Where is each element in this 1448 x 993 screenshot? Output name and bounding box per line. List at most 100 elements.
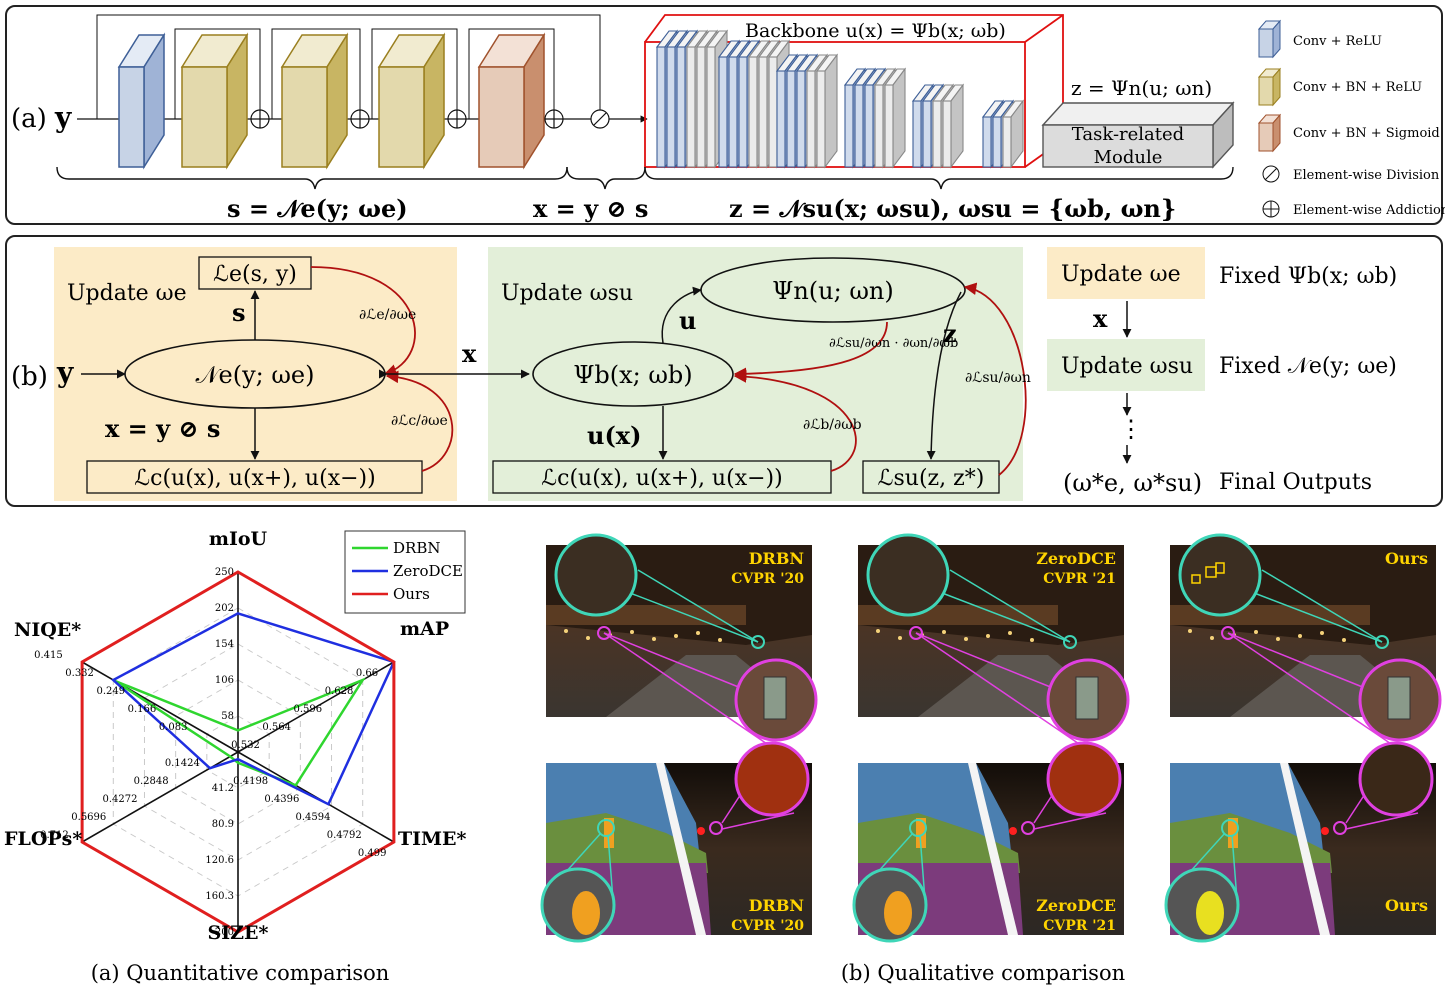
- method-label: Ours: [1385, 549, 1428, 568]
- node-psib: [532, 341, 734, 407]
- qual-caption: (b) Qualitative comparison: [841, 961, 1125, 985]
- backbone-label: Backbone u(x) = Ψb(x; ωb): [745, 20, 1006, 42]
- radar-axis: [81, 661, 239, 753]
- radar-tick-label: 250: [215, 567, 234, 578]
- grad-su: ∂ℒsu/∂ωn: [965, 370, 1031, 386]
- step2-update: Update ωsu: [1061, 354, 1193, 379]
- conv-relu-block: [117, 32, 166, 170]
- grad-e: ∂ℒe/∂ωe: [359, 307, 416, 323]
- legend-drbn: DRBN: [393, 539, 440, 557]
- division-icon: [590, 109, 610, 129]
- radar-tick-label: 0.4792: [327, 830, 362, 841]
- svg-text:Element-wise Addiction: Element-wise Addiction: [1293, 203, 1445, 218]
- conv-bn-sigmoid-block: [477, 32, 546, 170]
- svg-text:Conv + BN + ReLU: Conv + BN + ReLU: [1293, 80, 1422, 95]
- svg-text:Ψn(u; ωn): Ψn(u; ωn): [772, 277, 893, 305]
- method-label: DRBN: [749, 896, 804, 915]
- task-module-line2: Module: [1094, 147, 1163, 168]
- radar-tick-label: 0.4272: [102, 794, 137, 805]
- venue-label: CVPR '21: [1043, 571, 1116, 587]
- radar-axis: [237, 661, 395, 753]
- svg-text:𝒩e(y; ωe): 𝒩e(y; ωe): [196, 361, 315, 389]
- radar-tick-label: 0.415: [34, 650, 63, 661]
- venue-label: CVPR '20: [731, 918, 804, 934]
- radar-tick-label: 200: [215, 927, 234, 938]
- step-dots: ⋮: [1119, 415, 1143, 443]
- radar-tick-label: 41.2: [212, 783, 234, 794]
- radar-axis-label: mIoU: [209, 528, 268, 550]
- step-x: x: [1093, 304, 1108, 333]
- radar-tick-label: 202: [215, 603, 234, 614]
- loss-su-box: [862, 460, 1000, 494]
- step2-bg: [1047, 339, 1205, 391]
- radar-tick-label: 106: [215, 675, 234, 686]
- update-wsu-label: Update ωsu: [501, 281, 633, 306]
- radar-tick-label: 0.712: [40, 830, 69, 841]
- step2-fixed: Fixed 𝒩e(y; ωe): [1219, 354, 1397, 379]
- head-label: z = Ψn(u; ωn): [1071, 76, 1212, 100]
- z-label: z: [943, 319, 957, 348]
- radar-tick-label: 0.499: [358, 848, 387, 859]
- input-y-b: y: [56, 356, 74, 389]
- radar-tick-label: 0.332: [65, 668, 94, 679]
- legend-conv-bn-relu: Conv + BN + ReLU: [1257, 67, 1422, 107]
- grad-c: ∂ℒc/∂ωe: [391, 413, 448, 429]
- radar-axis-label: FLOPs*: [4, 828, 82, 850]
- ux-label: u(x): [587, 421, 641, 450]
- brace-x: [566, 166, 646, 190]
- radar-tick-label: 0.166: [128, 704, 157, 715]
- backbone-layers: [655, 29, 1025, 169]
- radar-axis-label: SIZE*: [208, 922, 269, 944]
- qual-top-zerodce: ZeroDCE CVPR '21: [858, 533, 1130, 751]
- plus-icon: [250, 109, 564, 129]
- method-label: Ours: [1385, 896, 1428, 915]
- svg-text:ℒe(s, y): ℒe(s, y): [213, 262, 297, 287]
- step1-bg: [1047, 247, 1205, 299]
- radar-tick-label: 0.249: [96, 686, 125, 697]
- legend-zerodce: ZeroDCE: [393, 562, 463, 580]
- conv-bn-relu-block-3: [377, 32, 446, 170]
- conv-bn-relu-block-1: [180, 32, 249, 170]
- brace-z: [644, 166, 1234, 190]
- final-label: Final Outputs: [1219, 470, 1372, 495]
- legend-conv-bn-sigmoid: Conv + BN + Sigmoid: [1257, 113, 1440, 153]
- radar-tick-label: 0.1424: [165, 758, 200, 769]
- panel-a-label: (a): [11, 104, 47, 134]
- radar-tick-label: 120.6: [205, 855, 234, 866]
- radar-axis-label: TIME*: [398, 828, 467, 850]
- grad-b: ∂ℒb/∂ωb: [803, 417, 862, 433]
- radar-caption: (a) Quantitative comparison: [91, 961, 390, 985]
- u-label: u: [679, 306, 696, 335]
- loss-c-left-box: [86, 460, 423, 494]
- radar-tick-label: 0.596: [294, 704, 323, 715]
- legend-ours: Ours: [393, 585, 430, 603]
- x-label-b: x: [462, 339, 477, 368]
- step1-fixed: Fixed Ψb(x; ωb): [1219, 264, 1397, 289]
- radar-axis-label: mAP: [400, 618, 449, 640]
- venue-label: CVPR '21: [1043, 918, 1116, 934]
- architecture-diagram: (a) y: [11, 14, 1445, 223]
- radar-tick-label: 0.532: [231, 740, 260, 751]
- radar-legend: DRBN ZeroDCE Ours: [344, 530, 466, 614]
- task-module-line1: Task-related: [1072, 124, 1184, 145]
- qual-top-drbn: DRBN CVPR '20: [546, 533, 818, 751]
- qual-bottom-drbn: DRBN CVPR '20: [540, 741, 812, 943]
- method-label: ZeroDCE: [1036, 896, 1116, 915]
- final-output: (ω*e, ω*su): [1063, 469, 1202, 497]
- brace-s: [56, 166, 568, 190]
- radar-tick-label: 0.66: [356, 668, 378, 679]
- qual-bottom-zerodce: ZeroDCE CVPR '21: [852, 741, 1124, 943]
- method-label: ZeroDCE: [1036, 549, 1116, 568]
- svg-text:Conv + ReLU: Conv + ReLU: [1293, 34, 1382, 49]
- svg-text:Element-wise Division: Element-wise Division: [1293, 168, 1440, 183]
- panel-b-label: (b): [11, 362, 48, 392]
- svg-text:Ψb(x; ωb): Ψb(x; ωb): [573, 361, 692, 389]
- task-related-module: Task-related Module: [1041, 101, 1235, 169]
- qual-bottom-ours: Ours: [1164, 741, 1436, 943]
- radar-tick-label: 80.9: [212, 819, 234, 830]
- svg-text:ℒsu(z, z*): ℒsu(z, z*): [878, 466, 985, 491]
- loss-c-right-box: [492, 460, 832, 494]
- radar-tick-label: 154: [215, 639, 234, 650]
- radar-tick-label: 0.564: [262, 722, 291, 733]
